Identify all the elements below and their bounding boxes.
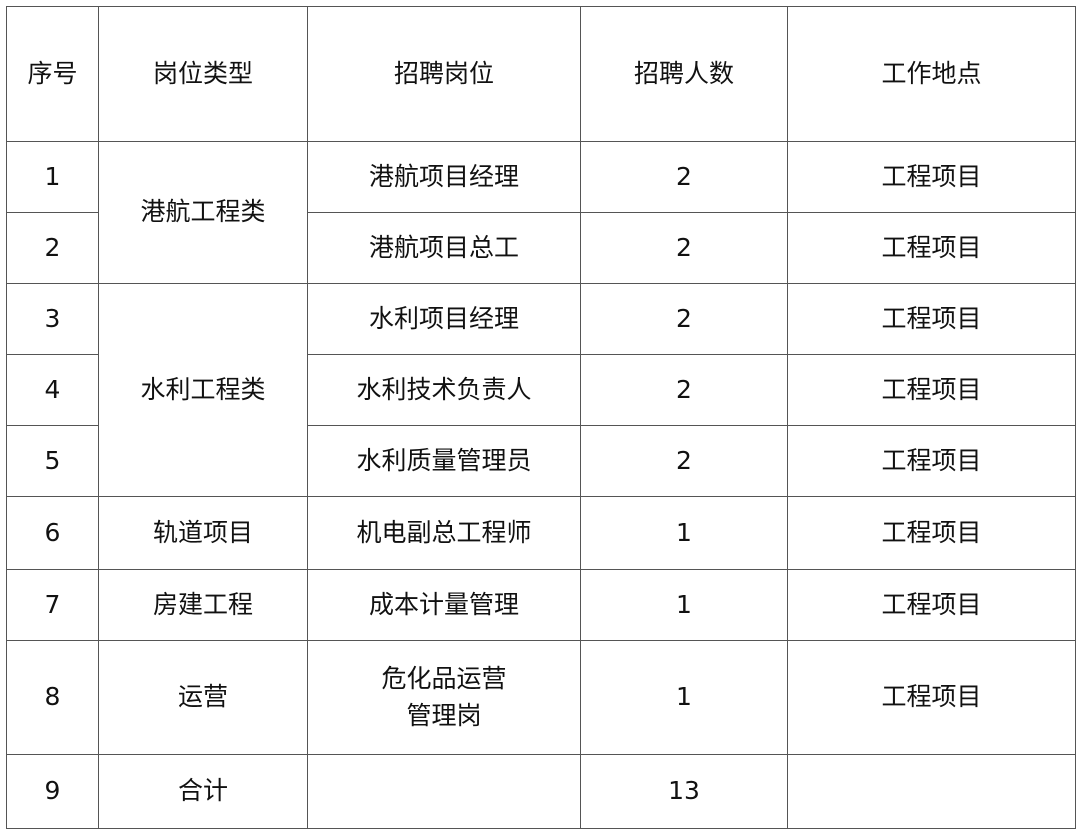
cell-location: 工程项目 bbox=[787, 354, 1076, 426]
cell-type: 运营 bbox=[98, 640, 308, 755]
cell-no: 8 bbox=[6, 640, 99, 755]
cell-count: 1 bbox=[580, 569, 788, 641]
cell-type: 港航工程类 bbox=[98, 141, 308, 284]
cell-empty bbox=[307, 754, 581, 829]
table-row: 1 港航工程类 港航项目经理 2 工程项目 bbox=[6, 141, 1076, 284]
total-label: 合计 bbox=[98, 754, 308, 829]
cell-no: 7 bbox=[6, 569, 99, 641]
cell-position: 水利项目经理 bbox=[307, 283, 581, 355]
cell-position: 机电副总工程师 bbox=[307, 496, 581, 570]
cell-location: 工程项目 bbox=[787, 425, 1076, 497]
cell-count: 1 bbox=[580, 496, 788, 570]
cell-position: 港航项目总工 bbox=[307, 212, 581, 284]
header-location: 工作地点 bbox=[787, 6, 1076, 142]
cell-count: 2 bbox=[580, 354, 788, 426]
table-row: 2 港航项目总工 2 工程项目 bbox=[6, 212, 1076, 284]
position-line-1: 危化品运营 bbox=[381, 664, 507, 694]
total-count: 13 bbox=[580, 754, 788, 829]
cell-position: 水利技术负责人 bbox=[307, 354, 581, 426]
cell-no: 5 bbox=[6, 425, 99, 497]
cell-location: 工程项目 bbox=[787, 569, 1076, 641]
cell-position: 危化品运营 管理岗 bbox=[307, 640, 581, 755]
cell-location: 工程项目 bbox=[787, 141, 1076, 213]
table-row: 6 轨道项目 机电副总工程师 1 工程项目 bbox=[6, 496, 1076, 570]
table-row: 7 房建工程 成本计量管理 1 工程项目 bbox=[6, 569, 1076, 641]
cell-no: 1 bbox=[6, 141, 99, 213]
cell-count: 1 bbox=[580, 640, 788, 755]
cell-location: 工程项目 bbox=[787, 212, 1076, 284]
cell-location: 工程项目 bbox=[787, 283, 1076, 355]
header-no: 序号 bbox=[6, 6, 99, 142]
total-row: 9 合计 13 bbox=[6, 754, 1076, 829]
cell-count: 2 bbox=[580, 425, 788, 497]
cell-location: 工程项目 bbox=[787, 640, 1076, 755]
cell-no: 3 bbox=[6, 283, 99, 355]
cell-count: 2 bbox=[580, 212, 788, 284]
cell-count: 2 bbox=[580, 141, 788, 213]
cell-type: 房建工程 bbox=[98, 569, 308, 641]
cell-position: 港航项目经理 bbox=[307, 141, 581, 213]
cell-no: 9 bbox=[6, 754, 99, 829]
cell-no: 2 bbox=[6, 212, 99, 284]
table-row: 3 水利工程类 水利项目经理 2 工程项目 bbox=[6, 283, 1076, 497]
cell-type: 水利工程类 bbox=[98, 283, 308, 497]
cell-no: 6 bbox=[6, 496, 99, 570]
cell-type: 轨道项目 bbox=[98, 496, 308, 570]
cell-location: 工程项目 bbox=[787, 496, 1076, 570]
position-line-2: 管理岗 bbox=[406, 700, 482, 730]
recruitment-table: 序号 岗位类型 招聘岗位 招聘人数 工作地点 1 港航工程类 港航项目经理 2 … bbox=[6, 6, 1076, 829]
header-row: 序号 岗位类型 招聘岗位 招聘人数 工作地点 bbox=[6, 6, 1076, 142]
table-row: 8 运营 危化品运营 管理岗 1 工程项目 bbox=[6, 640, 1076, 755]
cell-empty bbox=[787, 754, 1076, 829]
cell-no: 4 bbox=[6, 354, 99, 426]
cell-count: 2 bbox=[580, 283, 788, 355]
cell-position: 水利质量管理员 bbox=[307, 425, 581, 497]
header-count: 招聘人数 bbox=[580, 6, 788, 142]
header-type: 岗位类型 bbox=[98, 6, 308, 142]
cell-position: 成本计量管理 bbox=[307, 569, 581, 641]
header-position: 招聘岗位 bbox=[307, 6, 581, 142]
